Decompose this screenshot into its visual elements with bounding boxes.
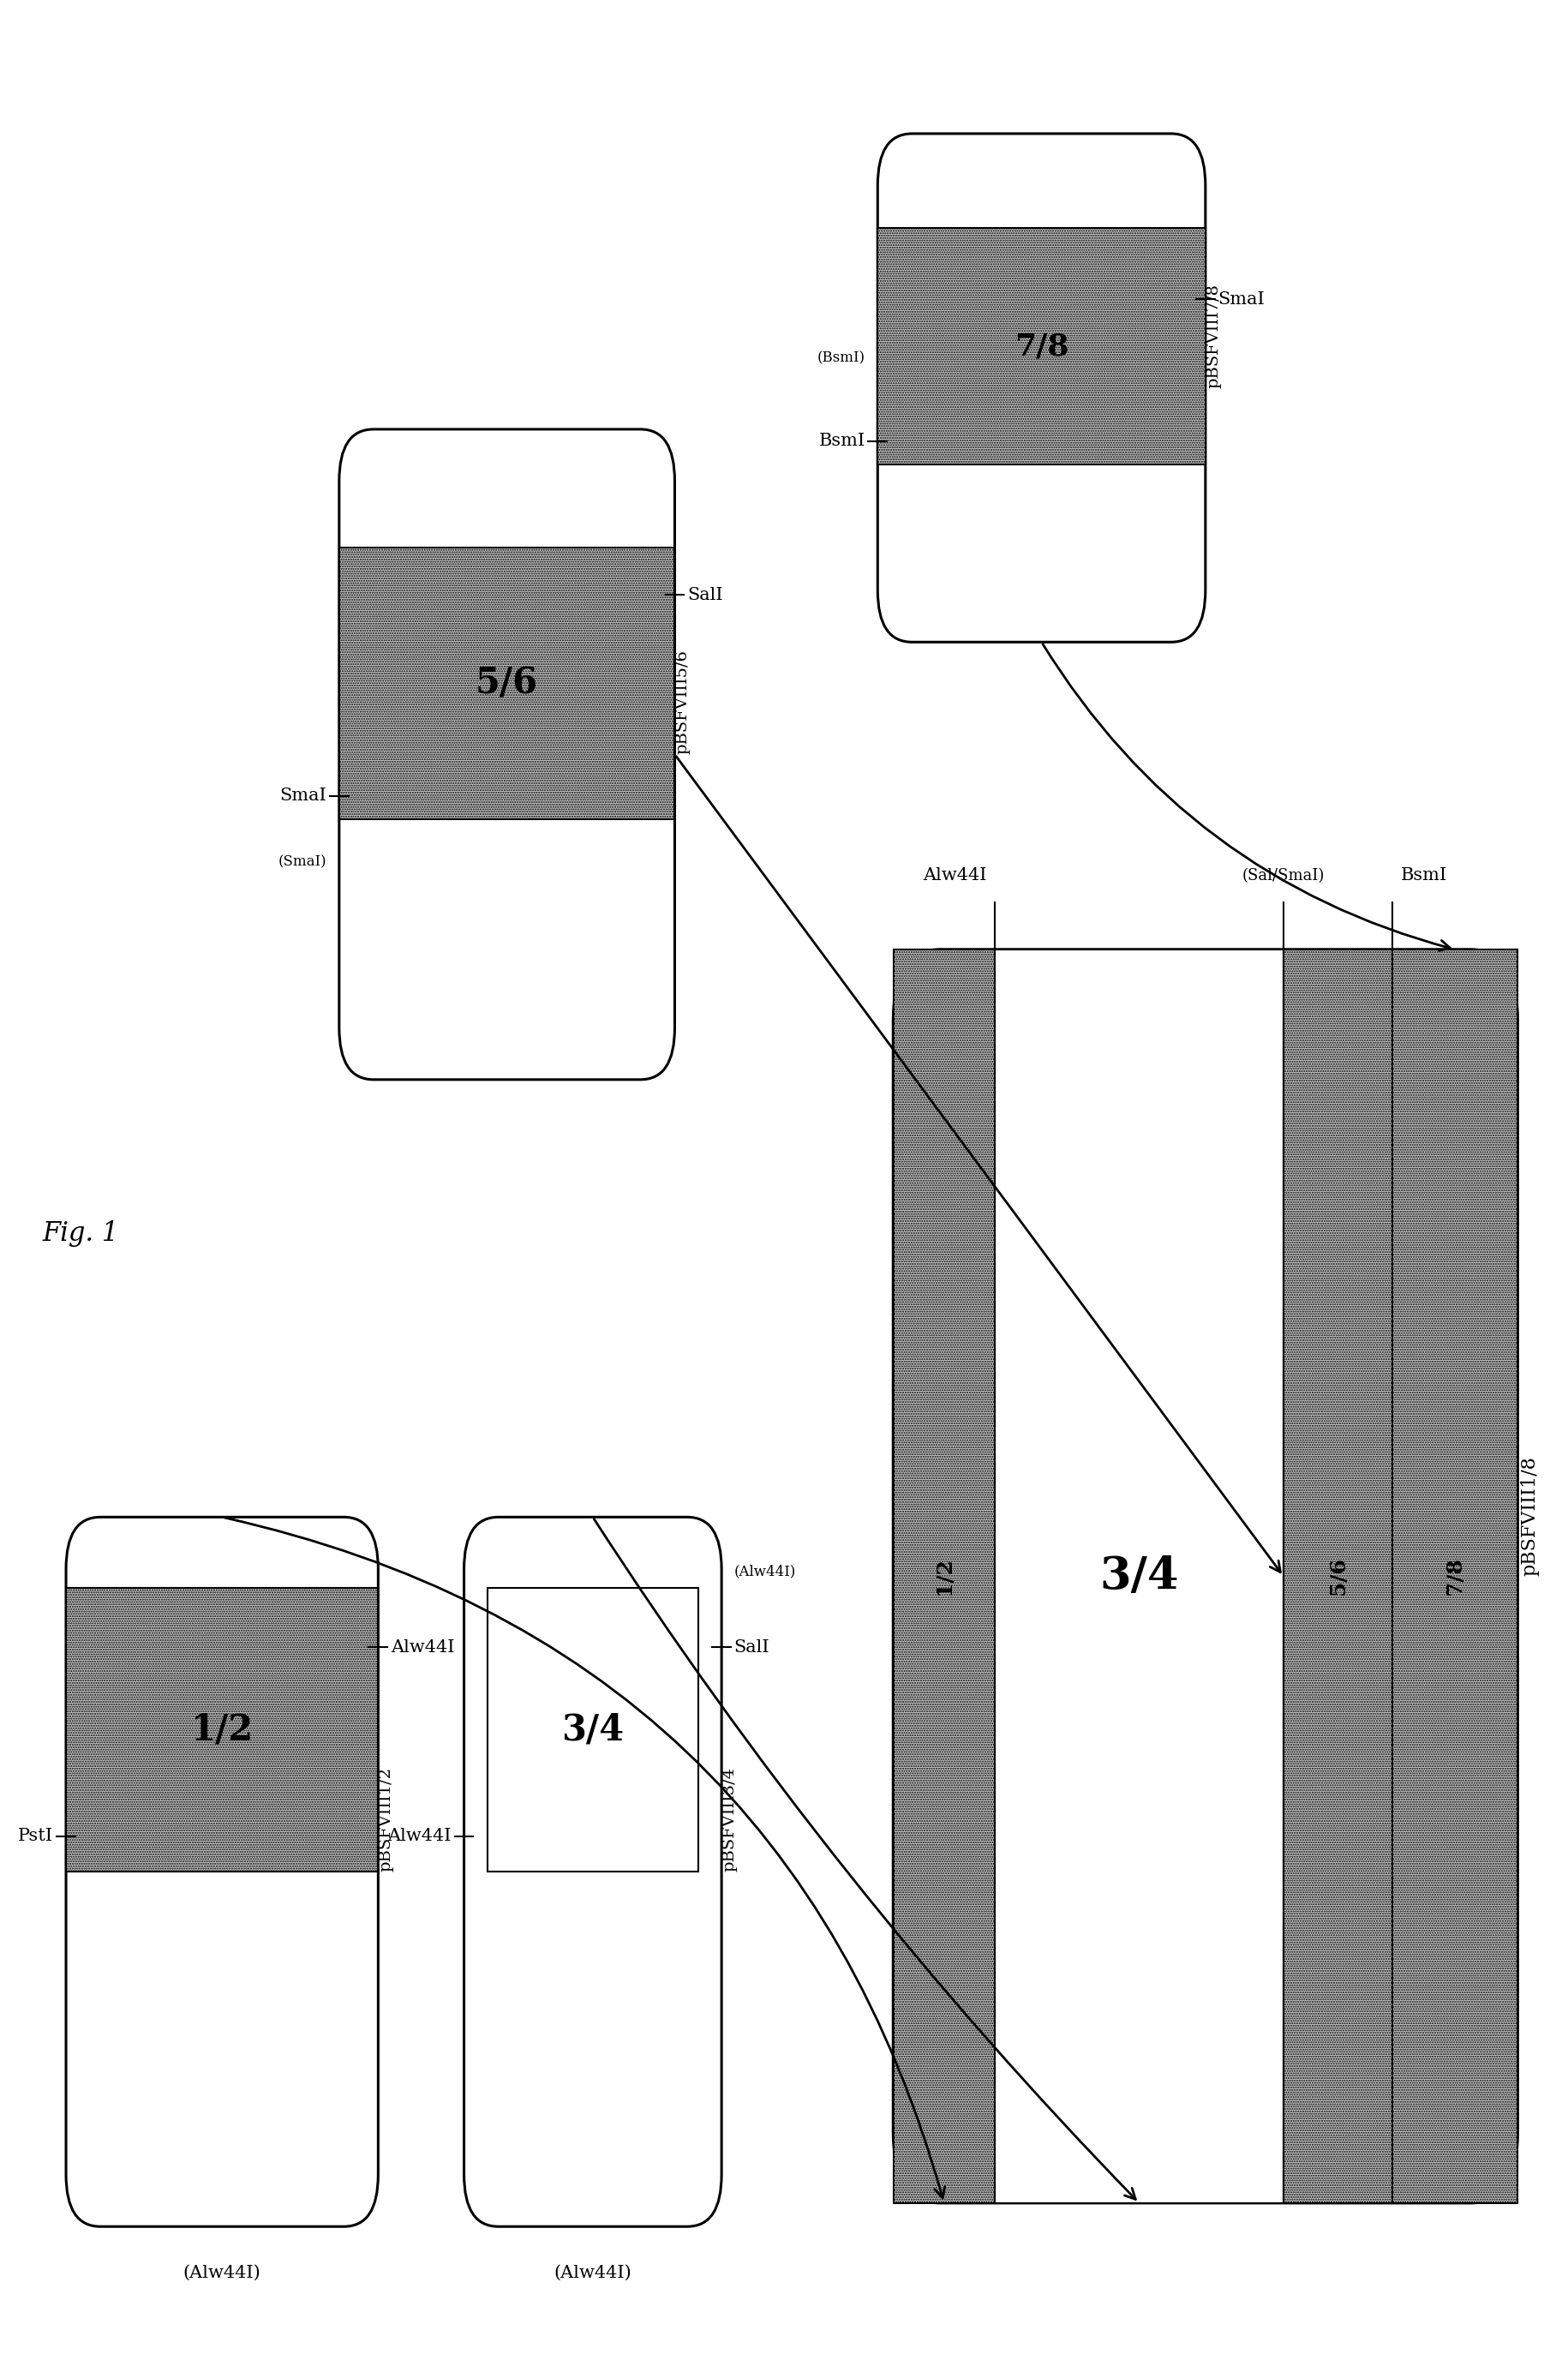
Text: (Alw44I): (Alw44I) (554, 2265, 632, 2279)
Text: (BsmI): (BsmI) (817, 351, 866, 365)
Bar (66, 1587, 378, 1872)
FancyBboxPatch shape (339, 429, 674, 1079)
Text: SmaI: SmaI (279, 788, 326, 804)
FancyBboxPatch shape (66, 1518, 378, 2227)
Text: SmaI: SmaI (1218, 292, 1265, 308)
Text: pBSFVIII3/4: pBSFVIII3/4 (721, 1767, 737, 1872)
Text: (Alw44I): (Alw44I) (734, 1563, 797, 1580)
Text: (SmaI): (SmaI) (278, 854, 326, 868)
FancyBboxPatch shape (894, 949, 1518, 2204)
Text: 5/6: 5/6 (1328, 1558, 1348, 1594)
Text: SalI: SalI (734, 1639, 770, 1656)
Text: 7/8: 7/8 (1444, 1558, 1466, 1594)
Text: 7/8: 7/8 (1014, 332, 1069, 361)
Text: Alw44I: Alw44I (390, 1639, 455, 1656)
Text: (Alw44I): (Alw44I) (183, 2265, 260, 2279)
Text: 3/4: 3/4 (561, 1713, 624, 1748)
Bar (339, 548, 674, 818)
Text: pBSFVIII1/8: pBSFVIII1/8 (1521, 1456, 1540, 1577)
FancyBboxPatch shape (464, 1518, 721, 2227)
Text: pBSFVIII1/2: pBSFVIII1/2 (378, 1767, 394, 1872)
Text: Fig. 1: Fig. 1 (42, 1219, 119, 1248)
Text: 1/2: 1/2 (191, 1713, 254, 1748)
Text: (Sal/SmaI): (Sal/SmaI) (1242, 868, 1325, 882)
Text: PstI: PstI (19, 1829, 53, 1845)
Bar (994, 949, 1284, 2204)
Text: 1/2: 1/2 (933, 1558, 955, 1594)
Text: 3/4: 3/4 (1099, 1554, 1179, 1599)
Bar (488, 1587, 698, 1872)
Bar (894, 949, 994, 2204)
Text: BsmI: BsmI (1400, 868, 1447, 882)
Text: 5/6: 5/6 (475, 667, 538, 702)
Text: SalI: SalI (687, 586, 723, 602)
Bar (878, 228, 1206, 465)
Bar (1392, 949, 1518, 2204)
Bar (1284, 949, 1392, 2204)
Text: pBSFVIII5/6: pBSFVIII5/6 (674, 650, 690, 754)
Text: Alw44I: Alw44I (924, 868, 986, 882)
FancyBboxPatch shape (878, 133, 1206, 643)
Text: Alw44I: Alw44I (387, 1829, 452, 1845)
Text: BsmI: BsmI (818, 434, 866, 448)
Text: pBSFVIII7/8: pBSFVIII7/8 (1206, 282, 1221, 389)
